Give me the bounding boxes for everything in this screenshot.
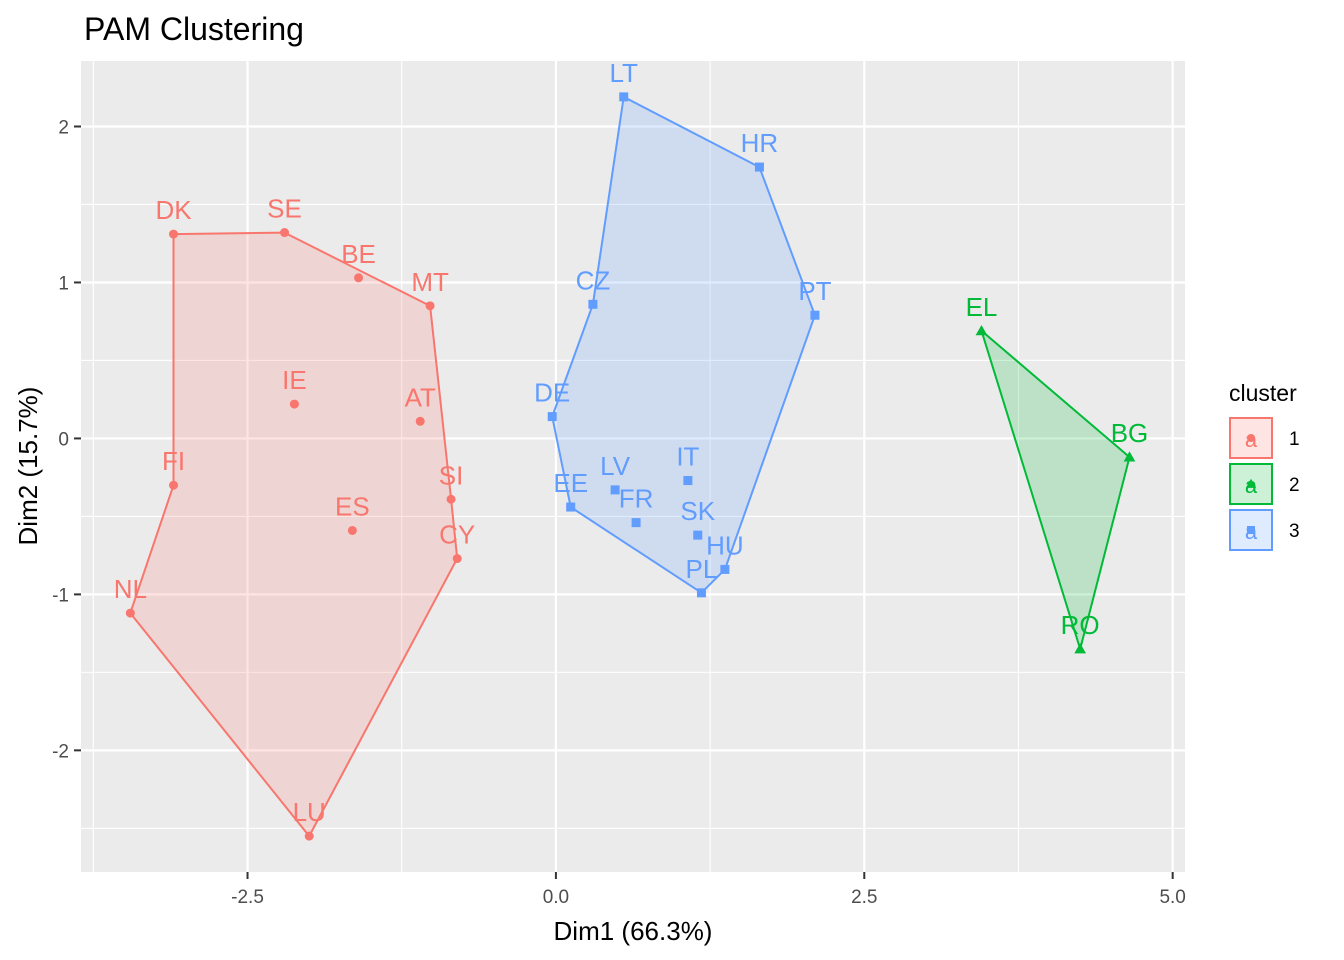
legend-item-3: a3 — [1229, 509, 1300, 551]
point-dk — [169, 229, 179, 239]
label-it: IT — [676, 442, 699, 472]
label-bg: BG — [1111, 418, 1149, 448]
label-pl: PL — [686, 554, 718, 584]
x-axis: -2.5 0.0 2.5 5.0 — [231, 872, 1186, 908]
label-ee: EE — [553, 468, 588, 498]
label-pt: PT — [798, 276, 831, 306]
point-lt — [619, 92, 629, 102]
legend-label-1: 1 — [1289, 429, 1300, 450]
y-axis-title: Dim2 (15.7%) — [13, 387, 43, 546]
point-fr — [631, 518, 641, 528]
point-be — [354, 273, 364, 283]
label-lu: LU — [293, 797, 326, 827]
point-ie — [289, 399, 299, 409]
label-dk: DK — [155, 195, 192, 225]
label-fi: FI — [162, 446, 185, 476]
legend: cluster a1a2a3 — [1229, 380, 1300, 551]
legend-key-marker — [1247, 526, 1255, 534]
label-mt: MT — [411, 267, 449, 297]
label-si: SI — [439, 460, 464, 490]
point-lv — [610, 485, 620, 495]
legend-key-3 — [1229, 509, 1273, 551]
cluster-2-hull — [980, 329, 1131, 650]
point-pl — [696, 588, 706, 598]
label-hr: HR — [741, 128, 779, 158]
x-tick-label: 2.5 — [851, 887, 877, 908]
label-cy: CY — [439, 520, 475, 550]
point-se — [280, 228, 290, 238]
point-bg — [1123, 451, 1136, 462]
point-cy — [452, 554, 462, 564]
cluster-points — [125, 92, 1136, 841]
point-el — [975, 324, 988, 336]
chart-title: PAM Clustering — [84, 11, 304, 47]
legend-label-2: 2 — [1289, 475, 1300, 496]
x-tick-label: 0.0 — [543, 887, 569, 908]
label-es: ES — [335, 491, 370, 521]
point-it — [683, 476, 693, 486]
legend-key-marker — [1247, 434, 1255, 442]
point-labels: DK SE BE MT IE AT FI SI ES CY NL LU EL BG RO LT HR PT CZ DE… — [114, 58, 1149, 827]
point-ro — [1074, 643, 1087, 654]
point-ee — [566, 502, 576, 512]
point-mt — [425, 301, 435, 311]
label-fr: FR — [619, 484, 654, 514]
point-hr — [754, 162, 764, 172]
legend-key-2 — [1229, 463, 1273, 505]
legend-title: cluster — [1229, 380, 1297, 406]
x-tick-label: 5.0 — [1159, 887, 1185, 908]
label-nl: NL — [114, 574, 147, 604]
label-cz: CZ — [576, 265, 611, 295]
cluster-hulls — [129, 95, 1131, 838]
label-at: AT — [405, 382, 436, 412]
x-tick-label: -2.5 — [231, 887, 264, 908]
point-hu — [720, 564, 730, 574]
label-de: DE — [534, 378, 570, 408]
y-axis: -2 -1 0 1 2 — [52, 118, 81, 762]
point-pt — [810, 310, 820, 320]
label-lt: LT — [610, 58, 639, 88]
y-tick-label: -2 — [52, 741, 69, 762]
point-si — [446, 494, 456, 504]
point-sk — [693, 530, 703, 540]
label-ro: RO — [1061, 610, 1100, 640]
point-cz — [588, 299, 598, 309]
point-nl — [125, 608, 135, 618]
point-at — [415, 416, 425, 426]
minor-gridlines — [81, 61, 1185, 872]
label-hu: HU — [706, 530, 744, 560]
label-lv: LV — [600, 451, 631, 481]
y-tick-label: 1 — [58, 273, 69, 294]
plot-panel — [81, 61, 1185, 872]
legend-item-2: a2 — [1229, 463, 1300, 505]
label-el: EL — [966, 292, 998, 322]
y-tick-label: 2 — [58, 118, 69, 139]
point-de — [547, 412, 557, 422]
major-gridlines — [81, 61, 1185, 872]
legend-label-3: 3 — [1289, 521, 1300, 542]
point-es — [347, 525, 357, 535]
label-ie: IE — [282, 365, 307, 395]
point-fi — [169, 480, 179, 490]
label-se: SE — [267, 194, 302, 224]
y-tick-label: 0 — [58, 429, 69, 450]
legend-items: a1a2a3 — [1229, 417, 1300, 551]
label-be: BE — [341, 239, 376, 269]
legend-key-marker — [1245, 478, 1257, 488]
legend-item-1: a1 — [1229, 417, 1300, 459]
x-axis-title: Dim1 (66.3%) — [554, 916, 713, 946]
label-sk: SK — [680, 496, 715, 526]
point-lu — [304, 831, 314, 841]
y-tick-label: -1 — [52, 585, 69, 606]
